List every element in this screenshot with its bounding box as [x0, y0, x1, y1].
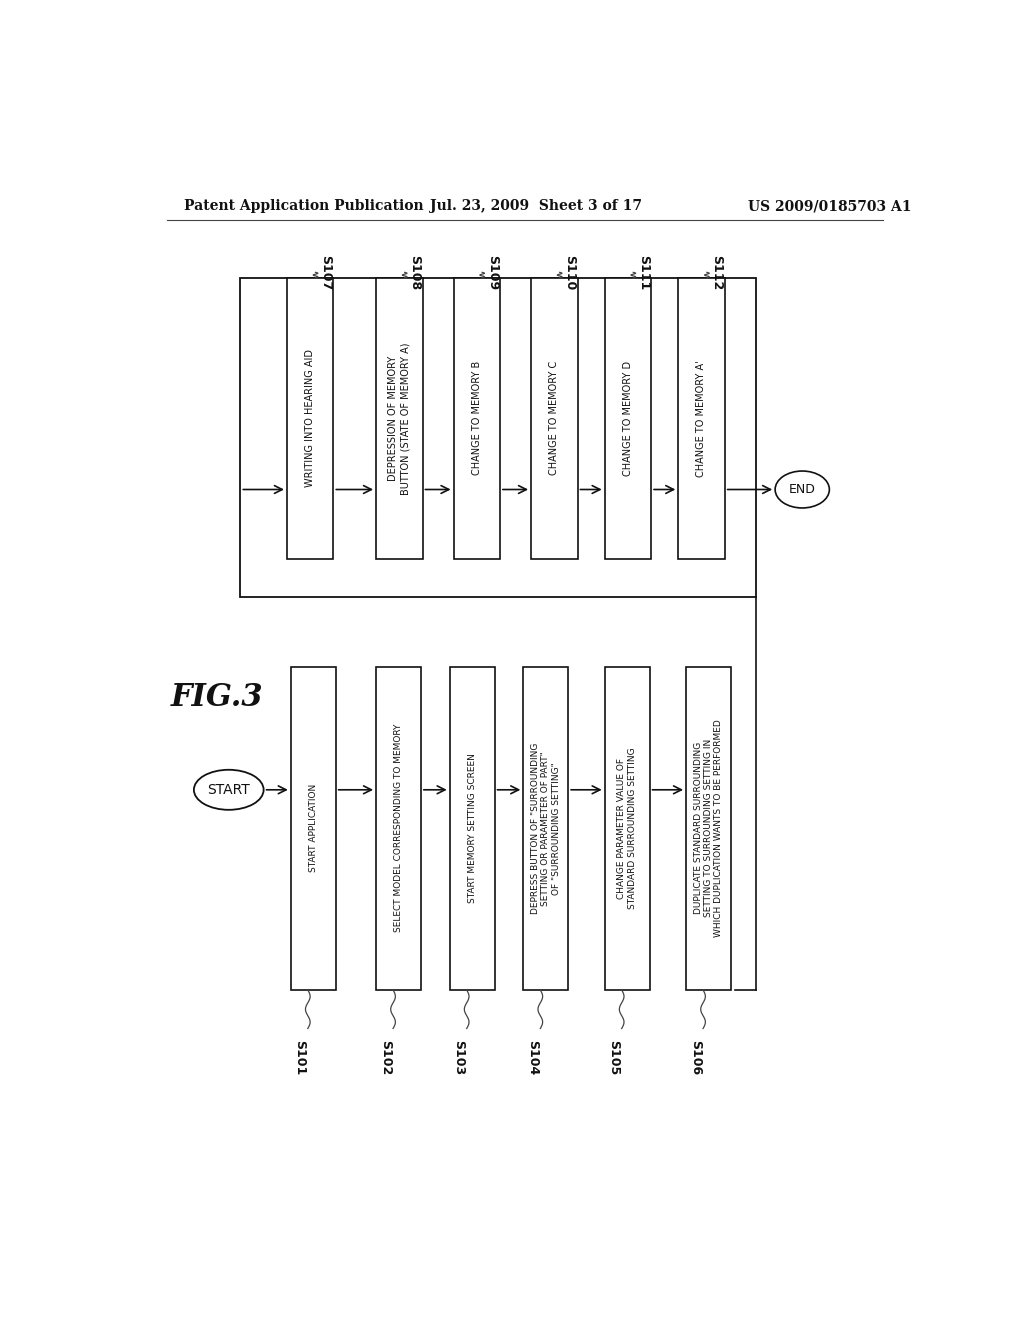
Text: S102: S102 [379, 1040, 392, 1076]
Text: DEPRESS BUTTON OF "SURROUNDING
SETTING OR PARAMETER OF PART"
OF "SURROUNDING SET: DEPRESS BUTTON OF "SURROUNDING SETTING O… [530, 743, 560, 913]
FancyBboxPatch shape [686, 667, 731, 990]
Text: S107: S107 [319, 255, 332, 290]
Text: START APPLICATION: START APPLICATION [308, 784, 317, 873]
FancyBboxPatch shape [454, 277, 500, 558]
Text: CHANGE TO MEMORY C: CHANGE TO MEMORY C [549, 362, 559, 475]
Text: Patent Application Publication: Patent Application Publication [183, 199, 424, 213]
Text: CHANGE TO MEMORY A': CHANGE TO MEMORY A' [696, 360, 707, 477]
Ellipse shape [194, 770, 263, 810]
Text: S106: S106 [689, 1040, 701, 1076]
Text: S103: S103 [453, 1040, 466, 1076]
Text: S101: S101 [294, 1040, 306, 1076]
Text: START MEMORY SETTING SCREEN: START MEMORY SETTING SCREEN [468, 754, 476, 903]
Text: FIG.3: FIG.3 [171, 682, 263, 713]
Text: Jul. 23, 2009  Sheet 3 of 17: Jul. 23, 2009 Sheet 3 of 17 [430, 199, 642, 213]
FancyBboxPatch shape [604, 277, 651, 558]
Text: END: END [788, 483, 816, 496]
FancyBboxPatch shape [531, 277, 578, 558]
Text: S112: S112 [711, 255, 724, 290]
FancyBboxPatch shape [241, 277, 756, 598]
FancyBboxPatch shape [523, 667, 568, 990]
Text: S111: S111 [637, 255, 650, 290]
Text: DUPLICATE STANDARD SURROUNDING
SETTING TO SURROUNDING SETTING IN
WHICH DUPLICATI: DUPLICATE STANDARD SURROUNDING SETTING T… [693, 719, 723, 937]
Text: S110: S110 [563, 255, 577, 290]
Text: S105: S105 [607, 1040, 621, 1076]
FancyBboxPatch shape [287, 277, 334, 558]
FancyBboxPatch shape [376, 277, 423, 558]
Text: CHANGE PARAMETER VALUE OF
STANDARD SURROUNDING SETTING: CHANGE PARAMETER VALUE OF STANDARD SURRO… [617, 747, 637, 909]
Text: S109: S109 [485, 255, 499, 290]
FancyBboxPatch shape [450, 667, 495, 990]
FancyBboxPatch shape [604, 667, 649, 990]
Text: DEPRESSION OF MEMORY
BUTTON (STATE OF MEMORY A): DEPRESSION OF MEMORY BUTTON (STATE OF ME… [388, 342, 410, 495]
FancyBboxPatch shape [678, 277, 725, 558]
FancyBboxPatch shape [376, 667, 421, 990]
Text: S104: S104 [526, 1040, 539, 1076]
Text: S108: S108 [409, 255, 421, 290]
Text: START: START [208, 783, 250, 797]
Text: WRITING INTO HEARING AID: WRITING INTO HEARING AID [305, 350, 315, 487]
Text: US 2009/0185703 A1: US 2009/0185703 A1 [748, 199, 911, 213]
Text: CHANGE TO MEMORY B: CHANGE TO MEMORY B [472, 362, 481, 475]
FancyBboxPatch shape [291, 667, 336, 990]
Text: CHANGE TO MEMORY D: CHANGE TO MEMORY D [623, 360, 633, 475]
Text: SELECT MODEL CORRESPONDING TO MEMORY: SELECT MODEL CORRESPONDING TO MEMORY [394, 725, 403, 932]
Ellipse shape [775, 471, 829, 508]
